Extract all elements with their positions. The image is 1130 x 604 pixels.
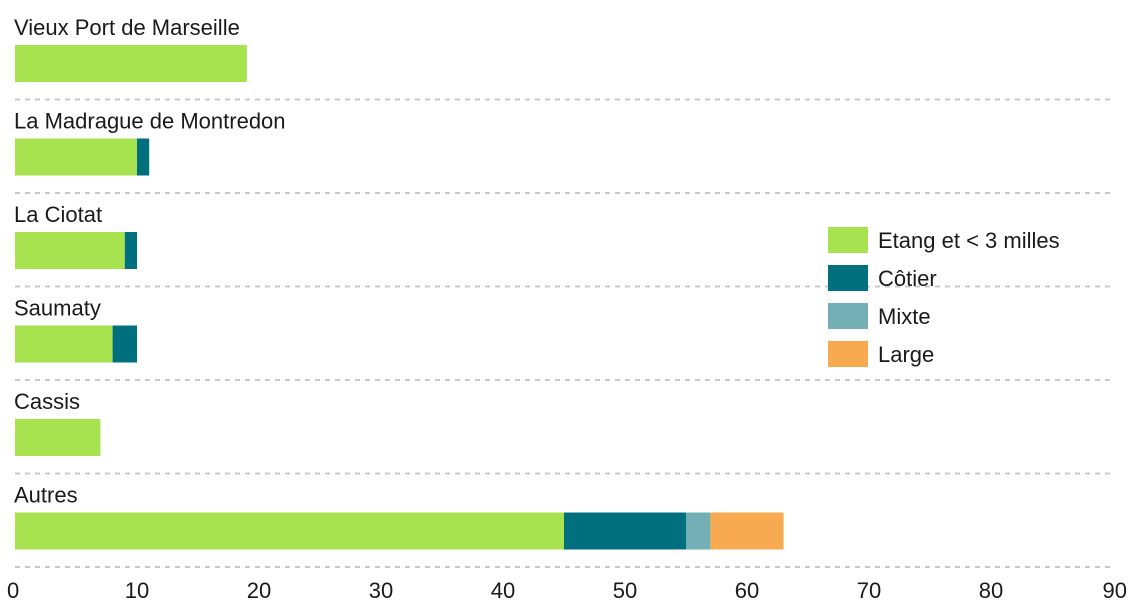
category-labels: Vieux Port de Marseille La Madrague de Mo… bbox=[14, 15, 286, 508]
category-label-autres: Autres bbox=[14, 483, 78, 508]
legend-item-cotier: Côtier bbox=[828, 265, 937, 291]
category-label-vieux-port-de-marseille: Vieux Port de Marseille bbox=[14, 15, 240, 40]
legend-swatch bbox=[828, 303, 868, 329]
bar-la-madrague-de-montredon-cotier bbox=[137, 138, 150, 176]
legend-label: Mixte bbox=[878, 304, 931, 329]
bar-vieux-port-de-marseille-etang-et-3-milles bbox=[15, 45, 247, 82]
x-tick-label: 60 bbox=[735, 578, 759, 603]
x-tick-label: 20 bbox=[247, 578, 271, 603]
bar-cassis-etang-et-3-milles bbox=[15, 419, 101, 456]
bar-autres-etang-et-3-milles bbox=[15, 512, 564, 550]
legend-swatch bbox=[828, 341, 868, 367]
bar-la-ciotat-cotier bbox=[124, 232, 137, 269]
x-tick-label: 80 bbox=[979, 578, 1003, 603]
category-label-saumaty: Saumaty bbox=[14, 296, 101, 321]
bar-saumaty-etang-et-3-milles bbox=[15, 325, 113, 363]
bar-la-madrague-de-montredon-etang-et-3-milles bbox=[15, 138, 137, 176]
x-tick-label: 40 bbox=[491, 578, 515, 603]
row-separators bbox=[15, 98, 1113, 568]
bar-saumaty-cotier bbox=[112, 325, 137, 363]
x-axis: 0 10 20 30 40 50 60 70 80 90 bbox=[7, 578, 1127, 603]
bar-la-ciotat-etang-et-3-milles bbox=[15, 232, 125, 269]
category-label-la-madrague-de-montredon: La Madrague de Montredon bbox=[14, 109, 286, 134]
category-label-la-ciotat: La Ciotat bbox=[14, 202, 102, 227]
x-tick-label: 70 bbox=[857, 578, 881, 603]
legend-label: Côtier bbox=[878, 266, 937, 291]
legend: Etang et < 3 milles Côtier Mixte Large bbox=[828, 227, 1060, 367]
category-label-cassis: Cassis bbox=[14, 389, 80, 414]
x-tick-label: 10 bbox=[125, 578, 149, 603]
x-tick-label: 90 bbox=[1103, 578, 1127, 603]
bar-autres-cotier bbox=[564, 512, 686, 550]
legend-item-mixte: Mixte bbox=[828, 303, 931, 329]
x-tick-label: 0 bbox=[7, 578, 19, 603]
legend-item-large: Large bbox=[828, 341, 934, 367]
legend-swatch bbox=[828, 227, 868, 253]
bars bbox=[15, 45, 784, 550]
legend-item-etang-et-3-milles: Etang et < 3 milles bbox=[828, 227, 1060, 253]
bar-autres-large bbox=[710, 512, 784, 550]
x-tick-label: 30 bbox=[369, 578, 393, 603]
x-tick-label: 50 bbox=[613, 578, 637, 603]
legend-label: Etang et < 3 milles bbox=[878, 228, 1060, 253]
legend-label: Large bbox=[878, 342, 934, 367]
legend-swatch bbox=[828, 265, 868, 291]
bar-autres-mixte bbox=[686, 512, 711, 550]
